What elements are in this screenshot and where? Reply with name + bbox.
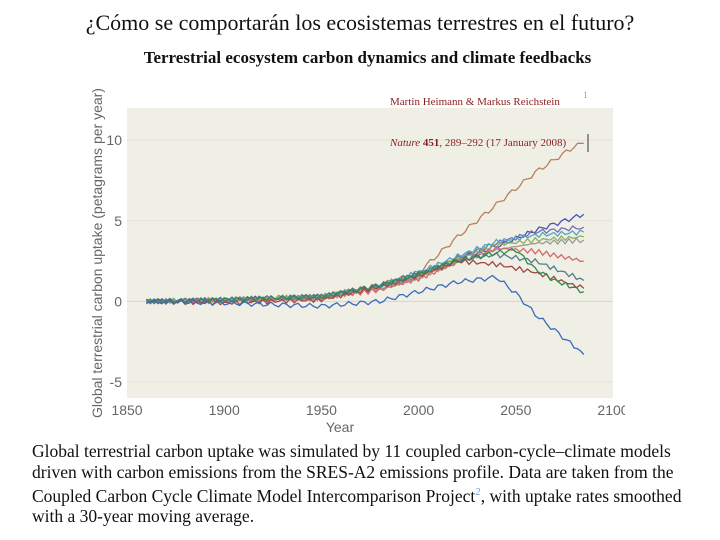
x-tick-label: 1850 <box>111 402 142 418</box>
plot-area <box>127 108 613 398</box>
x-axis-label: Year <box>326 419 355 435</box>
y-tick-label: 0 <box>114 293 122 309</box>
x-tick-label: 1900 <box>209 402 240 418</box>
citation-journal: Nature 451, 289–292 (17 January 2008) <box>389 137 567 149</box>
carbon-uptake-chart: -5 0 5 10 1850 1900 1950 2000 2050 2100 Global te… <box>89 88 625 435</box>
caption-ref[interactable]: 2 <box>475 486 481 498</box>
x-tick-label: 2100 <box>597 402 625 418</box>
series-line-8 <box>146 258 585 307</box>
slide-title: ¿Cómo se comportarán los ecosistemas ter… <box>85 10 635 35</box>
y-tick-label: 5 <box>114 213 122 229</box>
y-axis-label: Global terrestrial carbon uptake (petagr… <box>89 88 105 418</box>
x-tick-label: 1950 <box>306 402 337 418</box>
figure-caption: Global terrestrial carbon uptake was sim… <box>32 441 682 527</box>
y-tick-label: 10 <box>106 132 122 148</box>
paper-title: Terrestrial ecosystem carbon dynamics an… <box>143 48 592 67</box>
x-tick-label: 2000 <box>403 402 434 418</box>
citation-authors: Martin Heimann & Markus Reichstein <box>390 96 560 108</box>
author-ref[interactable]: 1 <box>583 90 588 100</box>
y-tick-label: -5 <box>110 374 123 390</box>
x-tick-label: 2050 <box>500 402 531 418</box>
series-line-11 <box>146 274 585 355</box>
